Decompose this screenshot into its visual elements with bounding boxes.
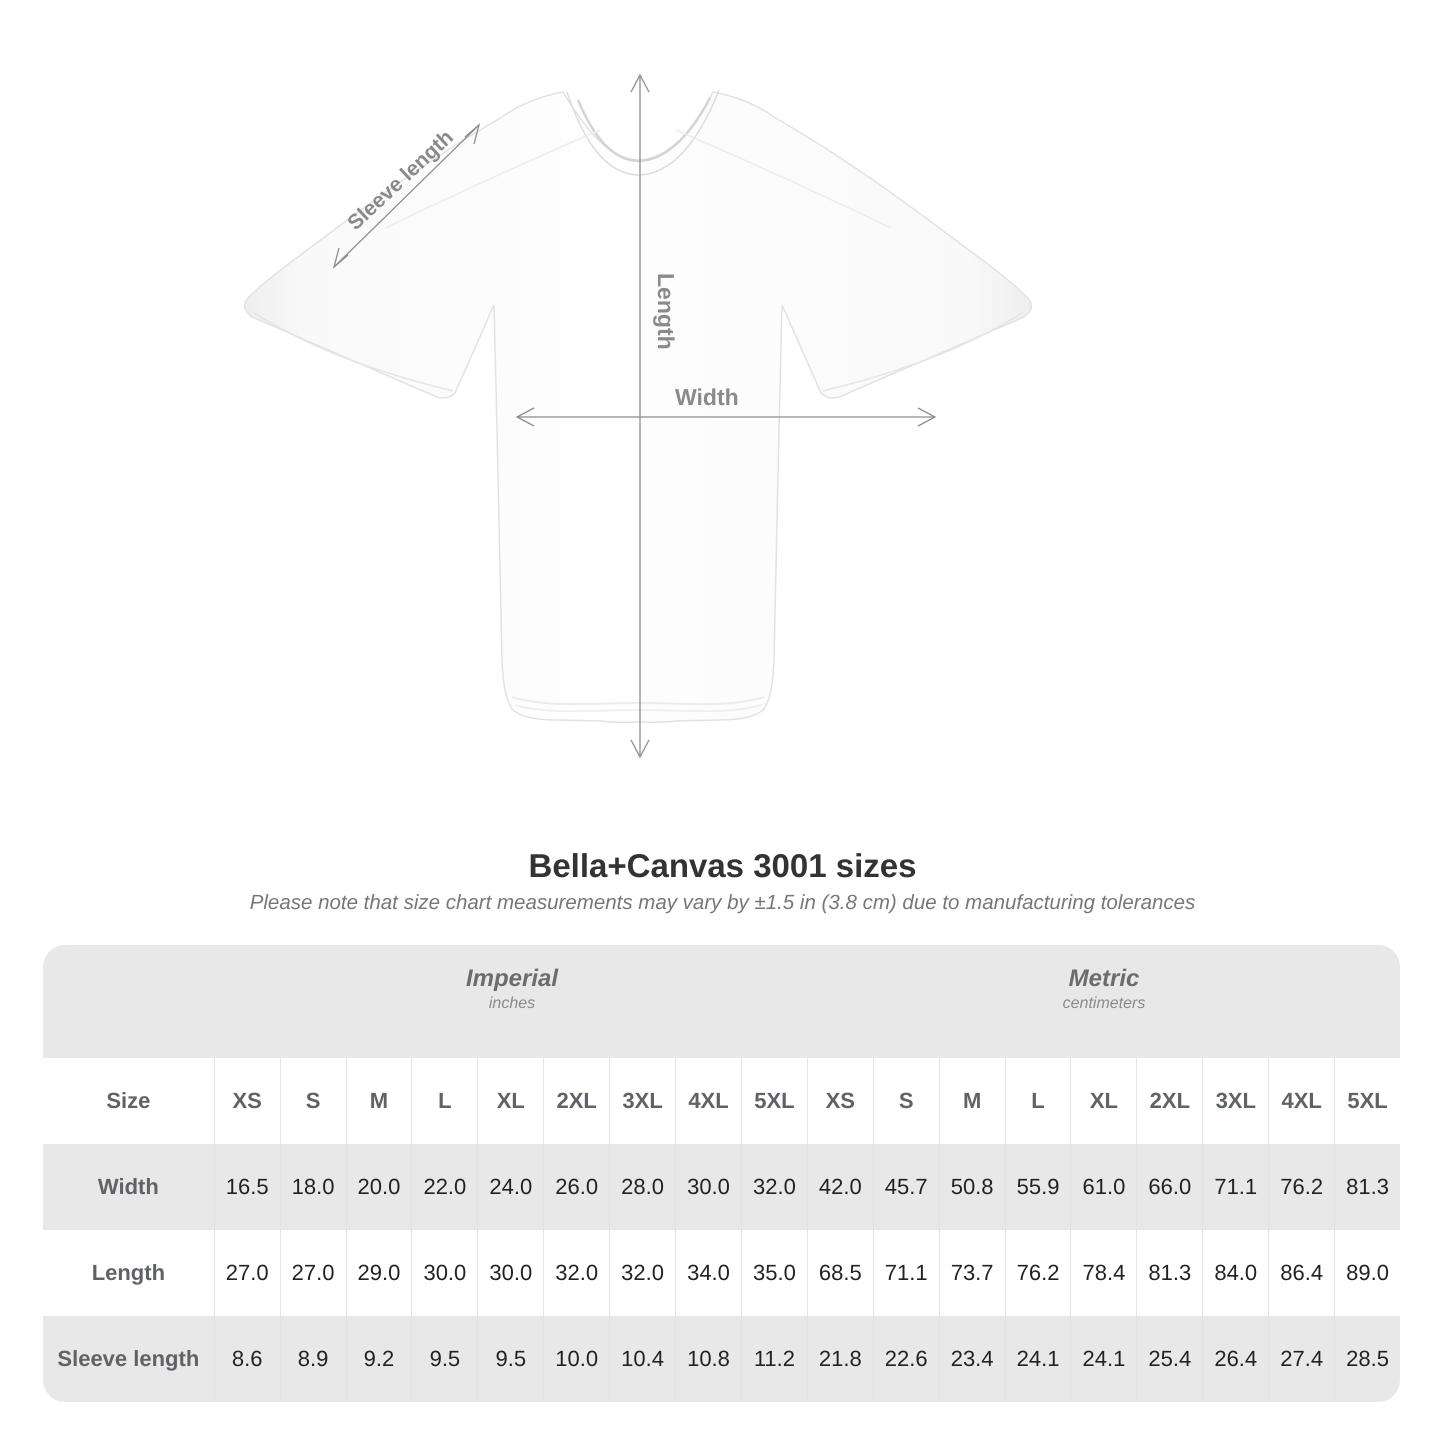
svg-text:Length: Length (653, 273, 679, 350)
svg-text:Width: Width (675, 384, 739, 410)
